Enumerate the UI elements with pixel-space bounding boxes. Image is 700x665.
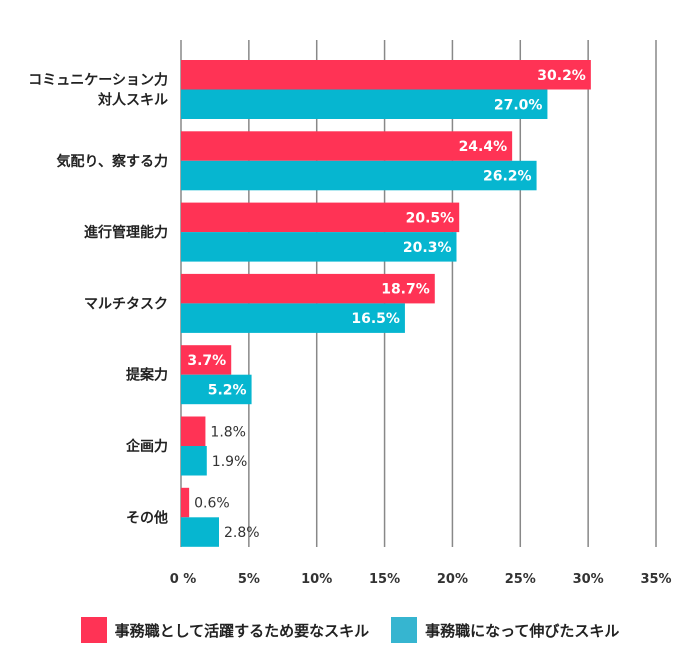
bar [181,345,232,375]
bar [181,416,206,446]
bar [181,202,460,233]
data-label: 18.7% [381,282,430,298]
bar [181,232,457,262]
category-label: マルチタスク [84,296,168,312]
legend-label: 事務職になって伸びたスキル [425,621,620,640]
x-tick-label: 20% [437,572,468,587]
bar [181,303,405,333]
x-tick-label: 25% [505,572,536,587]
legend-swatch-blue [391,617,418,643]
bar [181,487,190,518]
x-tick-label: 0 % [170,572,197,587]
bar [181,517,219,547]
data-label: 1.8% [210,424,246,440]
category-label: その他 [126,509,168,526]
legend-item-grown: 事務職になって伸びたスキル [391,617,619,643]
bar [181,89,548,119]
data-label: 5.2% [208,382,247,398]
bar [181,446,207,476]
category-label: 気配り、察する力 [57,153,168,170]
data-label: 16.5% [351,311,400,327]
x-tick-label: 5% [238,572,260,587]
data-label: 20.3% [403,240,452,256]
legend: 事務職として活躍するため要なスキル 事務職になって伸びたスキル [0,617,700,643]
bar [181,374,252,405]
data-label: 27.0% [494,97,543,113]
data-label: 2.8% [224,525,260,541]
x-tick-label: 35% [640,572,671,587]
bar [181,60,591,90]
legend-item-needed: 事務職として活躍するため要なスキル [80,617,370,643]
data-label: 3.7% [187,353,226,369]
legend-swatch-red [80,617,107,643]
data-label: 26.2% [483,169,532,185]
data-label: 1.9% [212,454,248,470]
category-label: 企画力 [125,438,168,455]
category-label: コミュニケーション力 [28,72,168,89]
legend-label: 事務職として活躍するため要なスキル [114,621,370,640]
data-label: 30.2% [537,68,586,84]
x-tick-label: 10% [301,572,332,587]
bar-chart: 0 % 5% 10% 15% 20% 25% 30% 35% 30.2% 27.0% コミュニケーシ… [28,40,672,587]
bar [181,160,537,191]
category-label: 対人スキル [97,92,168,109]
x-tick-label: 15% [369,572,400,587]
category-label: 提案力 [126,367,168,384]
x-tick-label: 30% [573,572,604,587]
bar [181,273,435,304]
bar [181,131,513,161]
category-label: 進行管理能力 [84,224,168,241]
data-label: 20.5% [406,210,455,226]
data-label: 24.4% [459,139,508,155]
data-label: 0.6% [194,496,230,512]
